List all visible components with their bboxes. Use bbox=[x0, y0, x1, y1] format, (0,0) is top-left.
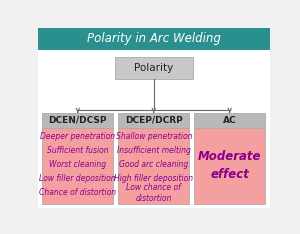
FancyBboxPatch shape bbox=[42, 113, 113, 128]
Text: Shallow penetration: Shallow penetration bbox=[116, 132, 192, 140]
Text: AC: AC bbox=[223, 116, 236, 125]
FancyBboxPatch shape bbox=[194, 128, 266, 204]
FancyBboxPatch shape bbox=[38, 28, 270, 50]
Text: Insufficient melting: Insufficient melting bbox=[117, 146, 191, 155]
Text: Polarity in Arc Welding: Polarity in Arc Welding bbox=[87, 32, 221, 45]
FancyBboxPatch shape bbox=[118, 128, 189, 204]
Text: Polarity: Polarity bbox=[134, 63, 173, 73]
Text: Low filler deposition: Low filler deposition bbox=[40, 174, 116, 183]
Text: DCEP/DCRP: DCEP/DCRP bbox=[125, 116, 183, 125]
Text: Moderate
effect: Moderate effect bbox=[198, 150, 262, 181]
FancyBboxPatch shape bbox=[38, 50, 270, 208]
Text: Deeper penetration: Deeper penetration bbox=[40, 132, 116, 140]
FancyBboxPatch shape bbox=[115, 57, 193, 79]
FancyBboxPatch shape bbox=[118, 113, 189, 128]
Text: Worst cleaning: Worst cleaning bbox=[49, 160, 106, 169]
Text: Chance of distortion: Chance of distortion bbox=[39, 188, 116, 197]
Text: Low chance of
distortion: Low chance of distortion bbox=[126, 183, 181, 203]
FancyBboxPatch shape bbox=[42, 128, 113, 204]
Text: Good arc cleaning: Good arc cleaning bbox=[119, 160, 188, 169]
Text: Sufficient fusion: Sufficient fusion bbox=[47, 146, 109, 155]
FancyBboxPatch shape bbox=[194, 113, 266, 128]
Text: DCEN/DCSP: DCEN/DCSP bbox=[49, 116, 107, 125]
Text: High filler deposition: High filler deposition bbox=[114, 174, 193, 183]
